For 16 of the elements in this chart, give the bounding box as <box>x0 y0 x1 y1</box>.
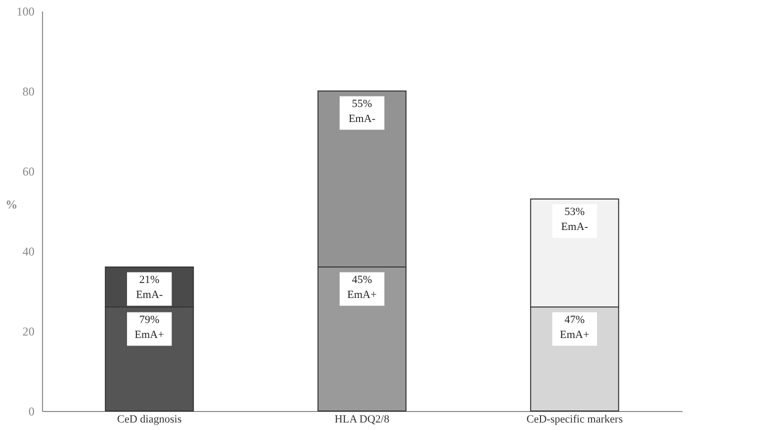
annotation: 55% EmA- <box>348 98 376 125</box>
y-tick-label: 80 <box>22 84 34 98</box>
annotation: 21% EmA- <box>136 274 164 301</box>
x-tick-label: HLA DQ2/8 <box>334 414 390 426</box>
annotation: 47% EmA+ <box>560 314 590 341</box>
y-tick-label: 40 <box>22 244 34 258</box>
y-tick-label: 0 <box>28 404 34 418</box>
y-tick-label: 100 <box>16 4 34 18</box>
annotation: 45% EmA+ <box>347 274 377 301</box>
y-axis-title: % <box>6 198 18 212</box>
y-tick-label: 60 <box>22 164 34 178</box>
y-tick-label: 20 <box>22 324 34 338</box>
x-tick-label: CeD-specific markers <box>526 414 623 426</box>
x-tick-label: CeD diagnosis <box>117 414 182 426</box>
annotation: 53% EmA- <box>561 206 588 233</box>
annotation: 79% EmA+ <box>134 314 164 341</box>
